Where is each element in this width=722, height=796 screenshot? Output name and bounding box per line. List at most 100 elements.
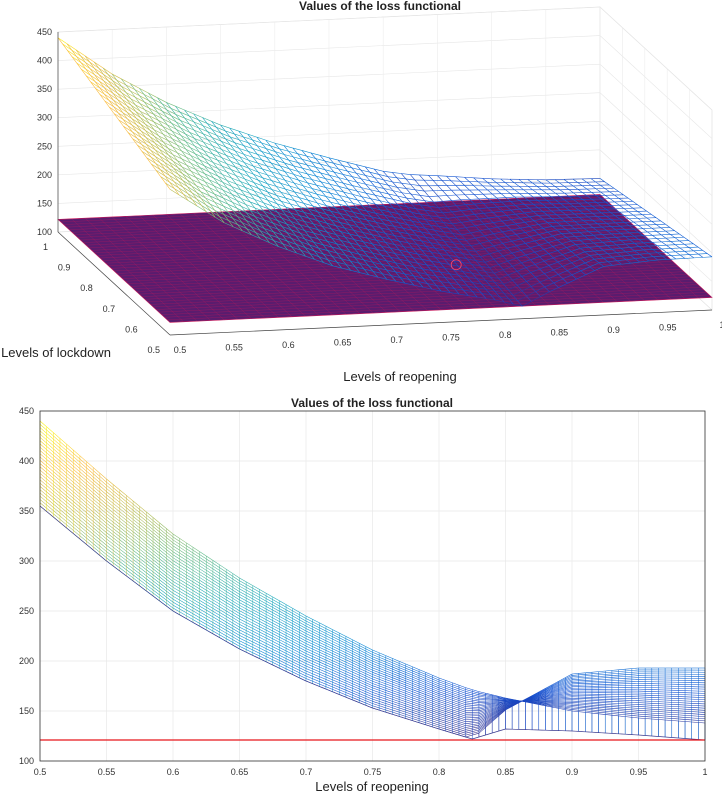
loss-curve-segment: [305, 650, 320, 658]
surface-mesh-line: [173, 174, 183, 181]
loss-curve-segment: [106, 532, 120, 544]
surface-mesh-line: [108, 86, 118, 94]
surface-mesh-line: [99, 94, 110, 101]
surface-mesh-line: [500, 178, 613, 266]
surface-mesh-line: [281, 201, 291, 205]
loss-curve-segment: [372, 663, 386, 669]
surface-mesh-line: [430, 242, 440, 245]
surface-mesh-line: [93, 61, 104, 69]
loss-curve-segment: [452, 715, 466, 721]
loss-curve-segment: [611, 711, 626, 714]
loss-curve-segment: [425, 706, 440, 712]
surface-mesh-line: [332, 256, 342, 259]
loss-curve-segment: [625, 667, 639, 670]
surface-mesh-line: [407, 215, 417, 218]
surface-mesh-line: [235, 158, 245, 163]
surface-mesh-line: [461, 232, 471, 236]
loss-curve-segment: [345, 694, 360, 701]
surface-mesh-line: [131, 118, 141, 125]
loss-curve-segment: [292, 671, 307, 679]
loss-curve-segment: [239, 646, 253, 653]
surface-mesh-line: [407, 224, 417, 227]
loss-curve-segment: [106, 538, 120, 550]
loss-curve-segment: [651, 701, 666, 703]
loss-curve-segment: [66, 466, 81, 479]
surface-mesh-line: [318, 256, 329, 261]
loss-curve-segment: [691, 700, 706, 703]
surface-mesh-line: [330, 210, 340, 214]
loss-curve-segment: [53, 497, 67, 509]
loss-curve-segment: [159, 537, 174, 550]
surface-mesh-line: [227, 187, 237, 193]
surface-mesh-line: [307, 173, 317, 177]
loss-curve-segment: [66, 505, 81, 517]
loss-curve-segment: [39, 499, 54, 511]
loss-curve-segment: [146, 554, 160, 566]
surface-mesh-line: [186, 156, 196, 162]
surface-mesh-line: [584, 227, 594, 229]
surface-mesh-line: [334, 198, 344, 202]
surface-mesh-line: [529, 215, 539, 218]
surface-mesh-line: [501, 201, 511, 203]
surface-mesh-line: [195, 177, 206, 182]
surface-mesh-line: [251, 234, 261, 239]
surface-mesh-line: [308, 226, 319, 230]
loss-curve-segment: [319, 654, 333, 661]
loss-curve-segment: [665, 717, 679, 720]
surface-mesh-line: [272, 197, 282, 202]
surface-mesh-line: [508, 298, 518, 301]
loss-curve-segment: [146, 563, 160, 575]
loss-curve-segment: [119, 499, 134, 511]
surface-mesh-line: [437, 175, 550, 292]
surface-mesh-line: [336, 252, 346, 256]
loss-curve-segment: [319, 649, 333, 657]
loss-curve-segment: [492, 703, 506, 709]
loss-curve-segment: [172, 551, 187, 561]
loss-curve-segment: [159, 564, 174, 576]
surface-mesh-line: [113, 99, 123, 107]
surface-mesh-line: [488, 206, 498, 209]
surface-mesh-line: [307, 199, 318, 204]
surface-mesh-line: [289, 168, 299, 172]
surface-mesh-line: [146, 157, 156, 164]
surface-mesh-line: [312, 214, 323, 218]
surface-mesh-line: [223, 214, 234, 219]
surface-mesh-line: [285, 188, 295, 193]
loss-curve-segment: [66, 514, 81, 527]
loss-curve-segment: [159, 582, 174, 594]
loss-curve-segment: [79, 529, 94, 541]
loss-curve-segment: [332, 670, 347, 677]
loss-curve-segment: [585, 698, 599, 700]
surface-mesh-line: [267, 183, 277, 187]
surface-mesh-line: [419, 194, 430, 197]
loss-curve-segment: [132, 503, 147, 516]
loss-curve-segment: [531, 688, 546, 697]
loss-curve-segment: [53, 500, 67, 513]
loss-curve-segment: [172, 581, 187, 590]
surface-mesh-line: [417, 272, 428, 275]
surface-mesh-line: [571, 270, 581, 276]
surface-mesh-line: [370, 207, 381, 211]
loss-curve-segment: [186, 606, 200, 615]
loss-curve-segment: [425, 672, 440, 679]
surface-mesh-line: [361, 187, 371, 191]
surface-mesh-line: [576, 262, 586, 268]
surface-mesh-line: [488, 238, 499, 242]
surface-mesh-line: [216, 126, 226, 132]
surface-mesh-line: [444, 267, 454, 271]
loss-curve-segment: [425, 718, 440, 724]
loss-curve-segment: [478, 697, 493, 700]
loss-curve-segment: [611, 709, 626, 712]
loss-curve-segment: [412, 693, 426, 699]
surface-mesh-line: [257, 154, 267, 158]
loss-curve-segment: [438, 677, 453, 684]
surface-mesh-line: [236, 208, 247, 213]
surface-mesh-line: [589, 254, 599, 256]
surface-mesh-line: [169, 182, 179, 189]
loss-curve-segment: [651, 708, 666, 711]
loss-curve-segment: [119, 561, 134, 572]
surface-mesh-line: [476, 269, 486, 272]
loss-curve-segment: [678, 716, 692, 719]
loss-curve-segment: [345, 661, 360, 669]
surface-mesh-line: [448, 236, 458, 240]
